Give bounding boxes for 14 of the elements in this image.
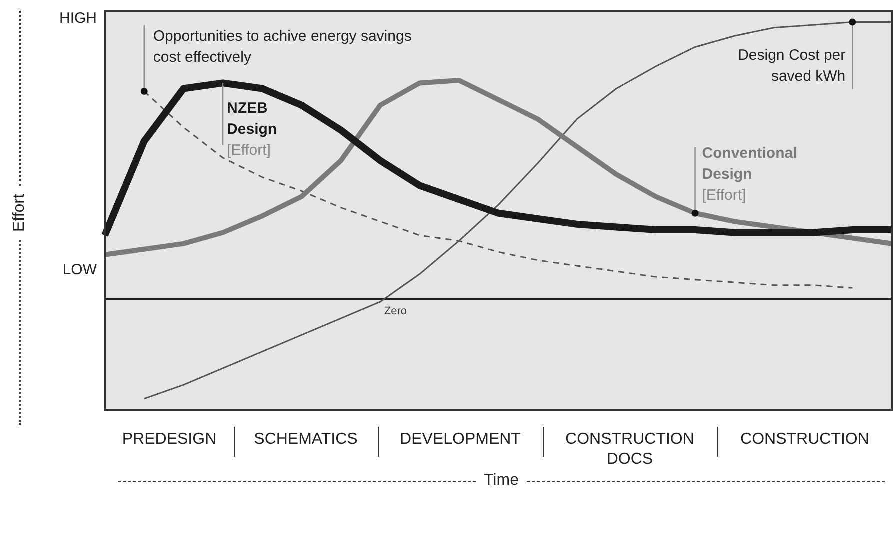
text: CONSTRUCTION (740, 430, 870, 450)
x-axis-title: Time (484, 472, 519, 490)
text: HIGH (60, 10, 97, 28)
y-axis-title: Effort (11, 194, 29, 232)
series-label: Opportunities to achive energy savings cost effectively (153, 28, 412, 66)
series-label: NZEB Design [Effort] (227, 100, 278, 159)
text: DEVELOPMENT (400, 430, 521, 450)
ref-line-label: Zero (384, 306, 408, 318)
text: LOW (62, 262, 98, 279)
series-label: Conventional Design [Effort] (702, 145, 798, 204)
text: PREDESIGN (122, 430, 217, 450)
series-label: Design Cost per saved kWh (738, 46, 846, 85)
text: CONSTRUCTION DOCS (564, 430, 696, 470)
text: SCHEMATICS (254, 430, 358, 450)
